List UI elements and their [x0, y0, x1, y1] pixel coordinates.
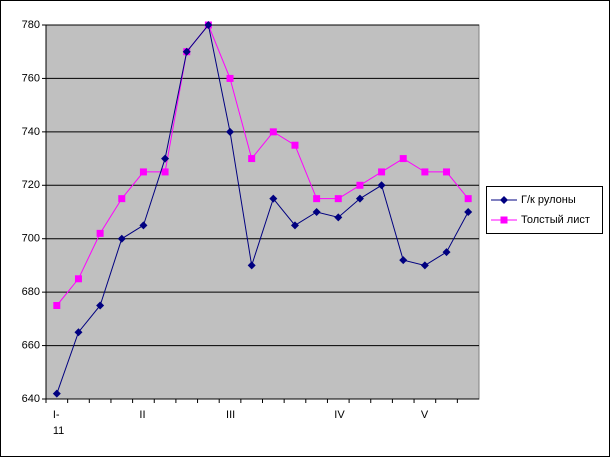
legend-swatch — [491, 216, 517, 224]
marker — [313, 195, 321, 203]
marker — [96, 229, 104, 237]
marker — [53, 302, 61, 309]
marker — [204, 21, 213, 29]
marker — [74, 328, 83, 337]
legend-item: Г/к рулоны — [487, 190, 602, 210]
x-tick-label: III — [226, 409, 236, 421]
marker — [464, 208, 473, 216]
legend-label: Г/к рулоны — [521, 194, 576, 206]
marker — [378, 168, 386, 176]
marker — [117, 234, 126, 243]
marker — [334, 213, 343, 222]
y-tick-label: 640 — [22, 393, 40, 405]
marker — [226, 127, 235, 136]
y-tick-label: 760 — [22, 72, 40, 84]
marker — [355, 194, 364, 203]
marker — [269, 194, 278, 203]
y-tick-label: 780 — [22, 19, 40, 31]
marker — [334, 195, 342, 203]
y-tick-label: 740 — [22, 126, 40, 138]
marker — [248, 155, 256, 163]
marker — [161, 168, 169, 176]
y-tick-label: 680 — [22, 286, 40, 298]
marker — [290, 221, 299, 230]
legend: Г/к рулоны Толстый лист — [486, 186, 603, 234]
marker — [291, 141, 299, 149]
marker — [421, 168, 429, 176]
y-tick-label: 660 — [22, 339, 40, 351]
x-tick-label: IV — [334, 409, 345, 421]
marker — [96, 301, 105, 310]
marker — [74, 275, 82, 283]
marker — [269, 128, 277, 136]
marker — [52, 389, 61, 398]
marker — [118, 195, 126, 203]
marker — [139, 168, 147, 176]
y-tick-label: 720 — [22, 179, 40, 191]
marker — [399, 256, 408, 265]
marker — [139, 221, 148, 230]
x-tick-label: II — [139, 409, 146, 421]
series-line — [56, 24, 469, 306]
x-tick-label: I-11 — [52, 409, 65, 437]
marker — [443, 168, 451, 176]
legend-swatch — [491, 196, 517, 204]
marker — [464, 195, 472, 203]
marker — [312, 208, 321, 216]
marker — [399, 155, 407, 163]
marker — [356, 181, 364, 189]
plot-area — [45, 24, 480, 400]
legend-label: Толстый лист — [521, 214, 590, 226]
marker — [377, 181, 386, 190]
y-tick-label: 700 — [22, 233, 40, 245]
marker — [420, 261, 429, 270]
marker — [182, 47, 191, 56]
marker — [226, 74, 234, 82]
marker — [161, 154, 170, 163]
marker — [247, 261, 256, 270]
legend-item: Толстый лист — [487, 210, 602, 230]
x-tick-label: V — [420, 409, 429, 421]
marker — [442, 248, 451, 257]
series-line — [56, 23, 469, 394]
